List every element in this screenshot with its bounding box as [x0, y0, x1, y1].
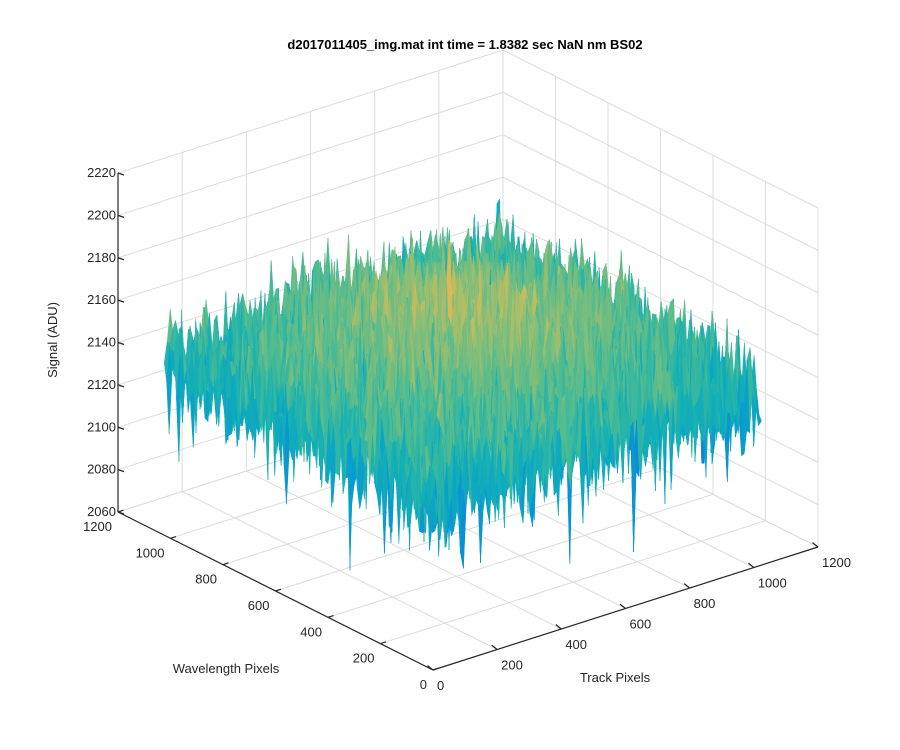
back-wall-grid-line-z	[117, 134, 504, 259]
side-wall-grid-line-z	[502, 91, 819, 251]
side-wall-grid-line-z	[502, 134, 819, 294]
side-wall-grid-line-z	[502, 49, 819, 209]
floor-grid-line-y	[380, 520, 766, 645]
side-wall-grid-line-z	[502, 219, 819, 378]
surface-plot	[163, 198, 762, 571]
floor-grid-line-y	[327, 493, 714, 618]
back-wall-grid-line-z	[117, 176, 504, 301]
back-wall-grid-line-z	[117, 91, 504, 216]
back-wall-grid-line-z	[117, 49, 504, 174]
side-wall-grid-line-z	[502, 176, 819, 336]
